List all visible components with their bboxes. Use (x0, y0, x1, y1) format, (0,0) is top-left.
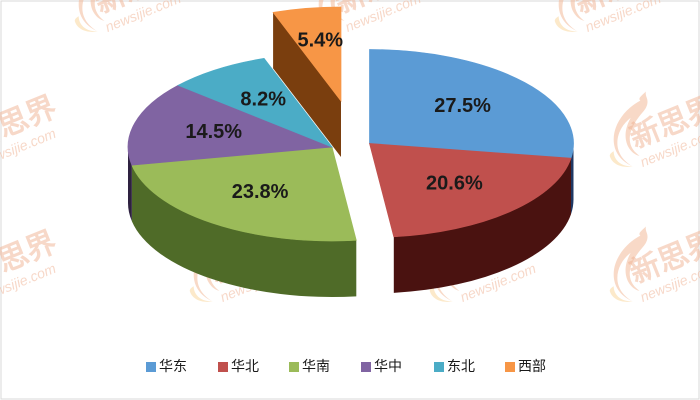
svg-text:8.2%: 8.2% (240, 89, 286, 111)
svg-text:华南: 华南 (302, 358, 330, 374)
svg-text:华东: 华东 (159, 358, 187, 374)
svg-text:华中: 华中 (374, 358, 402, 374)
svg-text:23.8%: 23.8% (232, 181, 289, 203)
svg-text:14.5%: 14.5% (185, 121, 242, 143)
svg-text:5.4%: 5.4% (298, 30, 344, 52)
svg-text:27.5%: 27.5% (434, 95, 491, 117)
svg-text:东北: 东北 (447, 358, 475, 374)
svg-text:华北: 华北 (231, 358, 259, 374)
svg-text:西部: 西部 (518, 358, 546, 374)
svg-text:20.6%: 20.6% (426, 172, 483, 194)
